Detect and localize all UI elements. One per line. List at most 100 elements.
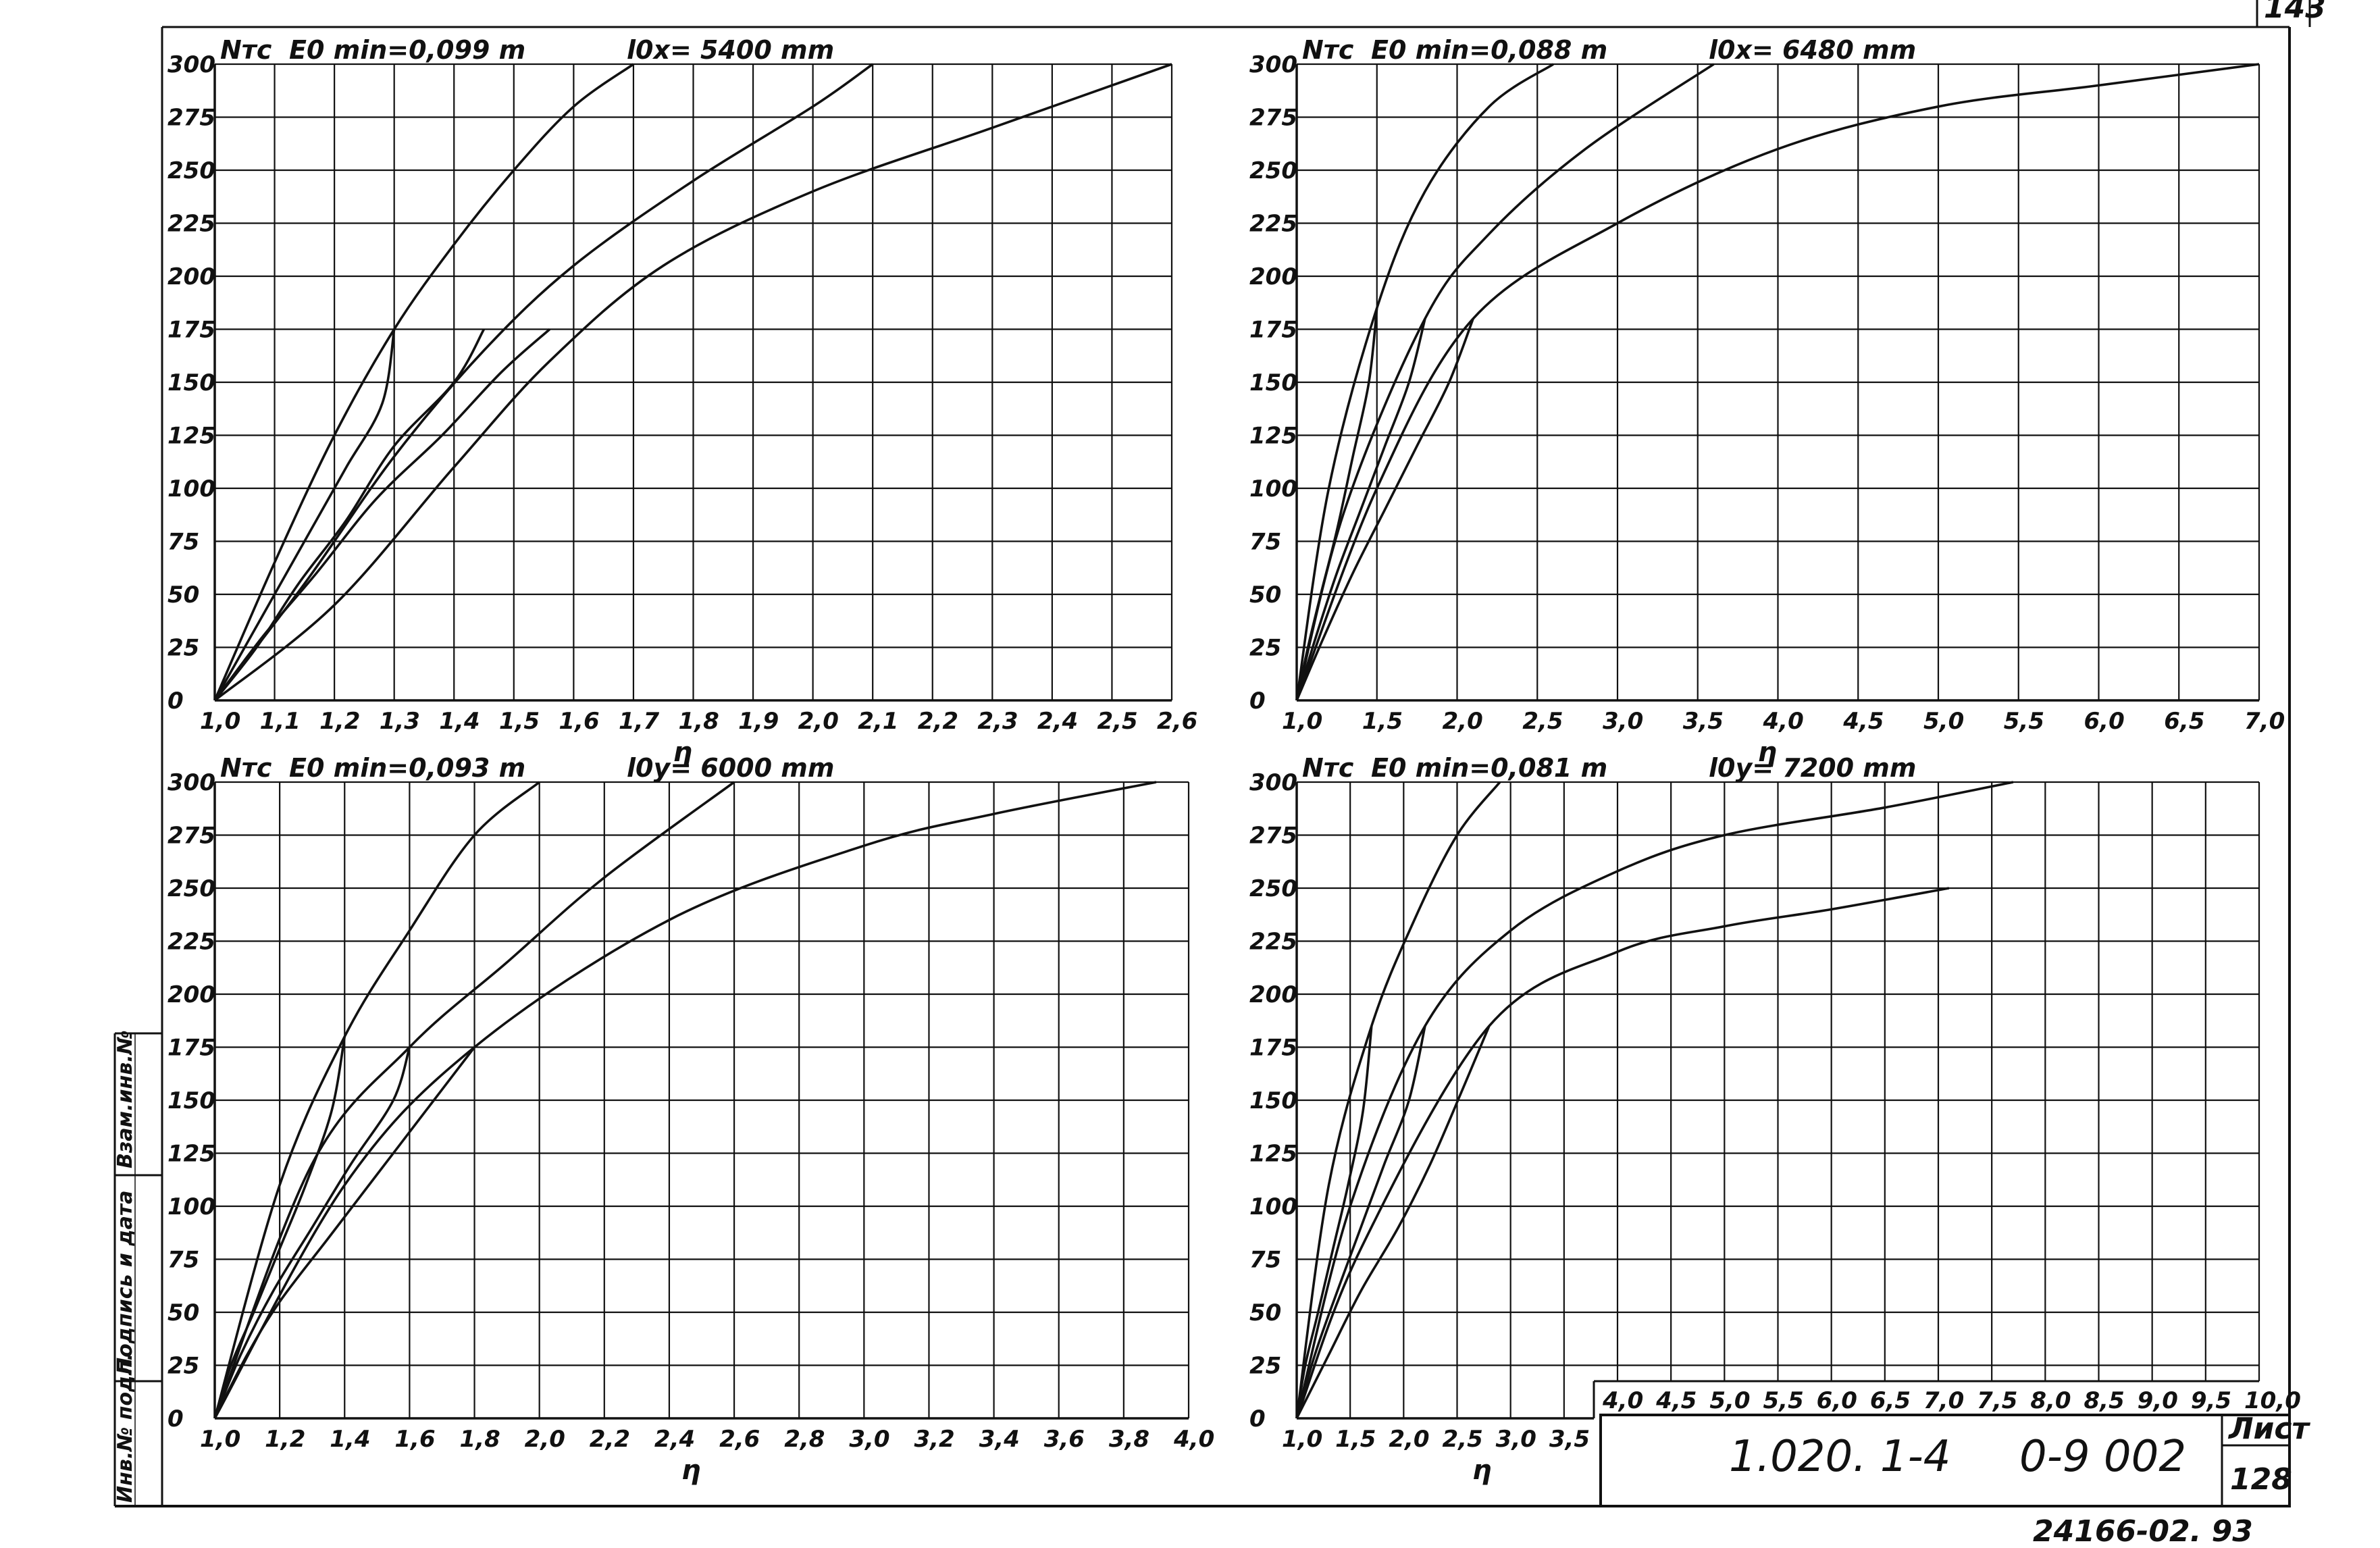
y-tick-label: 0 (167, 1405, 184, 1433)
x-tick-label: 2,5 (1522, 708, 1563, 735)
y-tick-label: 225 (167, 211, 215, 238)
x-tick-label: 6,5 (1870, 1387, 1911, 1414)
x-tick-label: 2,1 (858, 708, 898, 735)
y-tick-label: 50 (167, 1299, 199, 1326)
y-tick-label: 200 (167, 263, 215, 290)
sheet-number: 128 (2230, 1462, 2292, 1497)
sheet-label: Лист (2227, 1412, 2310, 1446)
y-tick-label: 300 (167, 51, 215, 78)
x-tick-label: 2,4 (1037, 708, 1078, 735)
y-tick-label: 150 (167, 369, 215, 396)
x-tick-label: 5,5 (2004, 708, 2044, 735)
y-tick-label: 275 (167, 105, 215, 132)
x-tick-label: 3,0 (1603, 708, 1643, 735)
series-line-3 (213, 781, 1157, 1419)
x-tick-label: 2,5 (1097, 708, 1137, 735)
series-line-6 (213, 328, 551, 702)
side-stamp-replace: Взам.инв.№ (113, 1030, 137, 1168)
x-tick-label: 1,8 (679, 708, 719, 735)
x-tick-label: 2,0 (1389, 1426, 1429, 1453)
x-tick-label: 1,9 (738, 708, 779, 735)
series-line-5 (1295, 318, 1426, 701)
y-tick-label: 300 (1249, 769, 1297, 796)
title-block-code: 1.020. 1-4 (1729, 1432, 1950, 1482)
x-tick-label: 1,5 (1362, 708, 1403, 735)
series-line-5 (213, 1046, 411, 1419)
x-axis-label: η (681, 1455, 700, 1486)
y-tick-label: 25 (167, 635, 199, 662)
y-tick-label: 300 (167, 769, 215, 796)
x-tick-label: 2,0 (798, 708, 839, 735)
chart-title-right: l0y= 7200 mm (1709, 753, 1917, 783)
x-tick-label: 2,4 (654, 1426, 695, 1453)
y-tick-label: 175 (167, 1035, 215, 1062)
x-tick-label: 4,5 (1842, 708, 1884, 735)
x-tick-label: 1,5 (499, 708, 540, 735)
series-line-1 (1295, 63, 1554, 701)
x-tick-label: 6,0 (1817, 1387, 1857, 1414)
x-tick-label: 10,0 (2244, 1387, 2301, 1414)
chart-title-right: l0x= 5400 mm (627, 35, 834, 65)
series-line-3 (1295, 63, 2260, 701)
x-tick-label: 3,0 (849, 1426, 889, 1453)
y-tick-label: 150 (1249, 1087, 1297, 1114)
y-tick-label: 225 (1249, 211, 1297, 238)
y-tick-label: 25 (167, 1353, 199, 1380)
series-line-4 (1295, 307, 1378, 701)
y-tick-label: 50 (1249, 1299, 1281, 1326)
chart-title-left: E0 min=0,099 m (289, 35, 525, 65)
x-tick-label: 1,2 (265, 1426, 305, 1453)
series-line-5 (1295, 1025, 1426, 1419)
chart-top-right: 1,0 1,5 2,0 2,5 3,0 3,5 4,0 4,5 5,0 5,5 6,0 6,5 7,0 0… (1249, 35, 2285, 768)
x-tick-label: 1,3 (380, 708, 420, 735)
series-line-4 (1295, 1025, 1373, 1419)
x-tick-label: 1,7 (619, 708, 660, 735)
x-tick-label: 1,8 (460, 1426, 500, 1453)
x-tick-label: 1,4 (439, 708, 480, 735)
series-line-2 (213, 781, 735, 1419)
x-tick-label: 2,6 (719, 1426, 760, 1453)
series-line-5 (213, 328, 486, 702)
y-axis-label: Nтс (220, 35, 272, 65)
side-stamp: Инв.№ подл. Подпись и дата Взам.инв.№ (113, 1030, 162, 1506)
y-tick-label: 25 (1249, 1353, 1281, 1380)
y-tick-label: 225 (1249, 929, 1297, 956)
x-tick-label: 8,0 (2030, 1387, 2071, 1414)
x-tick-label: 3,6 (1044, 1426, 1085, 1453)
y-tick-label: 125 (167, 423, 215, 450)
y-tick-label: 100 (167, 475, 215, 502)
y-tick-label: 225 (167, 929, 215, 956)
y-tick-label: 0 (167, 688, 184, 715)
x-axis-label: η (1758, 737, 1777, 768)
series-line-6 (213, 1046, 475, 1419)
x-tick-label: 3,2 (914, 1426, 954, 1453)
x-tick-label: 4,0 (1763, 708, 1804, 735)
x-tick-label: 2,0 (525, 1426, 565, 1453)
y-axis-label: Nтс (1302, 753, 1354, 783)
x-tick-label: 2,0 (1443, 708, 1483, 735)
y-tick-label: 25 (1249, 635, 1281, 662)
x-tick-label: 5,5 (1763, 1387, 1804, 1414)
x-tick-label: 2,3 (977, 708, 1018, 735)
x-tick-label: 4,0 (1173, 1426, 1214, 1453)
y-tick-label: 75 (1249, 529, 1281, 556)
x-tick-label: 7,0 (2244, 708, 2285, 735)
chart-title-right: l0x= 6480 mm (1709, 35, 1916, 65)
y-axis-label: Nтс (220, 753, 272, 783)
x-tick-label: 2,2 (918, 708, 958, 735)
chart-bottom-left: 1,0 1,2 1,4 1,6 1,8 2,0 2,2 2,4 2,6 2,8 3,0 3,2 3,4 3… (167, 753, 1214, 1486)
series-line-1 (213, 781, 540, 1419)
title-block: 1.020. 1-4 0-9 002 Лист 128 (1599, 1412, 2310, 1507)
x-tick-label: 4,5 (1655, 1387, 1697, 1414)
y-tick-label: 300 (1249, 51, 1297, 78)
chart-title-left: E0 min=0,093 m (289, 753, 525, 783)
x-tick-label: 1,0 (200, 708, 240, 735)
y-tick-label: 75 (167, 1247, 199, 1274)
y-axis-label: Nтс (1302, 35, 1354, 65)
side-stamp-sign: Подпись и дата (113, 1191, 137, 1374)
x-tick-label: 1,2 (319, 708, 360, 735)
x-tick-label: 5,0 (1709, 1387, 1750, 1414)
x-tick-label: 6,0 (2084, 708, 2125, 735)
x-tick-label: 1,0 (1282, 1426, 1322, 1453)
y-tick-label: 250 (167, 157, 215, 184)
